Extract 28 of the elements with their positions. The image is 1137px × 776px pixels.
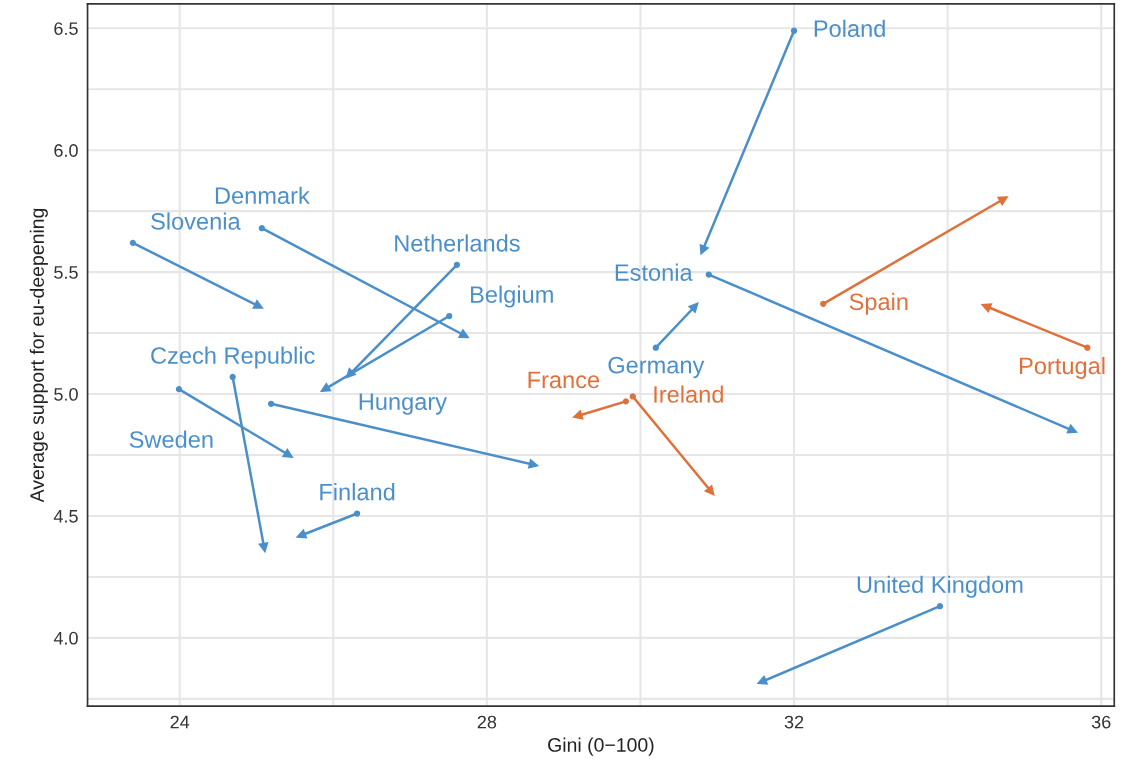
- series-label: France: [528, 371, 600, 389]
- y-tick-label: 5.5: [54, 266, 78, 279]
- y-tick-label: 4.0: [53, 631, 78, 645]
- y-axis-title: Average support for eu-deepening: [29, 208, 48, 503]
- y-tick-label: 6.5: [54, 22, 78, 35]
- y-tick-label: 4.5: [53, 510, 78, 523]
- series-label: Finland: [320, 483, 395, 501]
- series-label: Slovenia: [151, 212, 241, 230]
- series-label: Czech Republic: [151, 346, 315, 369]
- x-tick-label: 24: [170, 715, 190, 729]
- series-label: Spain: [849, 292, 908, 315]
- series-label: Hungary: [359, 393, 447, 415]
- x-tick-label: 28: [477, 715, 497, 729]
- series-label: Netherlands: [395, 234, 520, 252]
- series-label: Poland: [814, 19, 885, 38]
- series-label: Belgium: [471, 285, 553, 308]
- series-label: Denmark: [215, 186, 310, 204]
- x-tick-label: 32: [784, 715, 804, 729]
- series-label: Germany: [608, 356, 705, 379]
- series-label: Portugal: [1020, 356, 1105, 379]
- y-tick-label: 5.0: [54, 387, 78, 401]
- x-tick-label: 36: [1091, 715, 1111, 729]
- series-label: United Kingdom: [857, 575, 1023, 598]
- series-label: Ireland: [654, 385, 723, 403]
- x-axis-title: Gini (0−100): [548, 737, 654, 756]
- y-tick-label: 6.0: [54, 144, 78, 157]
- series-label: Estonia: [615, 263, 693, 281]
- series-label: Sweden: [129, 430, 213, 448]
